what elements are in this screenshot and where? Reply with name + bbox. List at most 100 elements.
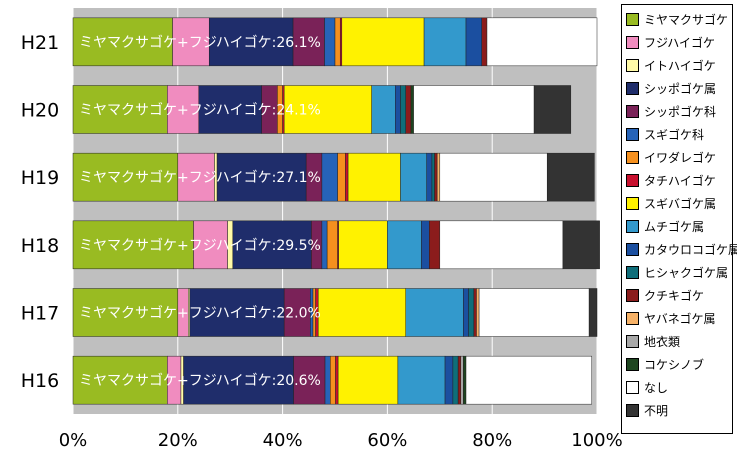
bar-annotation: ミヤマクサゴケ+フジハイゴケ:27.1% xyxy=(79,169,321,186)
bar-segment xyxy=(317,288,406,337)
legend-swatch xyxy=(626,36,639,49)
bar-segment xyxy=(439,220,564,270)
legend-label: シッポゴケ科 xyxy=(644,105,717,119)
category-label: H17 xyxy=(21,303,59,325)
bar-segment xyxy=(324,355,331,405)
legend-label: ヒシャクゴケ属 xyxy=(644,266,729,280)
bar-segment xyxy=(533,85,572,134)
bar-segment xyxy=(476,288,480,337)
bar-segment xyxy=(465,355,593,405)
legend-label: コケシノブ xyxy=(644,358,705,372)
legend-swatch xyxy=(626,59,639,72)
bar-segment xyxy=(429,220,441,270)
legend-swatch xyxy=(626,151,639,164)
legend-label: 不明 xyxy=(644,404,669,418)
bar-segment xyxy=(72,355,168,405)
bar-segment xyxy=(444,355,454,405)
legend-swatch xyxy=(626,105,639,118)
bar-segment xyxy=(208,17,294,67)
legend-item: 地衣類 xyxy=(622,330,732,353)
x-tick-label: 0% xyxy=(59,430,88,451)
bar-annotation: ミヤマクサゴケ+フジハイゴケ:24.1% xyxy=(79,102,321,119)
legend-item: フジハイゴケ xyxy=(622,31,732,54)
bar-segment xyxy=(478,288,590,337)
bar-segment xyxy=(400,85,406,134)
bar-segment xyxy=(473,288,477,337)
legend-item: ミヤマクサゴケ xyxy=(622,8,732,31)
legend-item: スギバゴケ属 xyxy=(622,192,732,215)
bar-segment xyxy=(292,17,325,67)
bar-segment xyxy=(395,85,401,134)
bar-segment xyxy=(330,355,336,405)
legend-item: クチキゴケ xyxy=(622,284,732,307)
bar-segment xyxy=(193,220,228,270)
x-tick-label: 80% xyxy=(472,430,512,451)
legend-swatch xyxy=(626,243,639,256)
legend-item: シッポゴケ属 xyxy=(622,77,732,100)
legend-item: コケシノブ xyxy=(622,353,732,376)
bar-segment xyxy=(465,17,482,67)
bar-segment xyxy=(177,152,215,202)
legend-swatch xyxy=(626,312,639,325)
bar-segment xyxy=(283,85,372,134)
legend-label: フジハイゴケ xyxy=(644,36,716,50)
bar-annotation: ミヤマクサゴケ+フジハイゴケ:22.0% xyxy=(79,305,321,322)
legend-swatch xyxy=(626,358,639,371)
bar-segment xyxy=(337,355,399,405)
bar-segment xyxy=(337,152,346,202)
category-label: H18 xyxy=(21,235,59,257)
bar-segment xyxy=(72,85,168,134)
bar-segment xyxy=(283,288,311,337)
x-tick-label: 20% xyxy=(158,430,198,451)
bar-segment xyxy=(347,152,401,202)
legend-label: イワダレゴケ xyxy=(644,151,717,165)
legend-label: スギゴケ科 xyxy=(644,128,705,142)
bar-segment xyxy=(216,152,307,202)
legend: ミヤマクサゴケ フジハイゴケ イトハイゴケ シッポゴケ属 シッポゴケ科 スギゴケ科 イワダレ… xyxy=(621,4,737,434)
legend-swatch xyxy=(626,128,639,141)
bar-segment xyxy=(436,152,441,202)
legend-swatch xyxy=(626,220,639,233)
bar-segment xyxy=(72,288,179,337)
legend-label: 地衣類 xyxy=(644,335,681,349)
legend-item: なし xyxy=(622,376,732,399)
legend-swatch xyxy=(626,82,639,95)
x-tick-label: 40% xyxy=(263,430,303,451)
bar-segment xyxy=(431,152,435,202)
bar-segment xyxy=(413,85,535,134)
bar-segment xyxy=(72,152,179,202)
bar-segment xyxy=(324,17,336,67)
legend-swatch xyxy=(626,404,639,417)
bar-segment xyxy=(321,152,338,202)
legend-swatch xyxy=(626,335,639,348)
legend-item: ヒシャクゴケ属 xyxy=(622,261,732,284)
bar-segment xyxy=(397,355,446,405)
bar-segment xyxy=(293,355,326,405)
legend-item: ムチゴケ属 xyxy=(622,215,732,238)
legend-item: スギゴケ科 xyxy=(622,123,732,146)
category-label: H21 xyxy=(21,32,59,54)
bar-segment xyxy=(463,355,467,405)
bar-annotation: ミヤマクサゴケ+フジハイゴケ:29.5% xyxy=(79,237,321,254)
bar-segment xyxy=(562,220,600,270)
legend-label: シッポゴケ属 xyxy=(644,82,717,96)
legend-item: イワダレゴケ xyxy=(622,146,732,169)
legend-item: タチハイゴケ xyxy=(622,169,732,192)
bar-segment xyxy=(387,220,422,270)
bar-segment xyxy=(371,85,396,134)
bar-segment xyxy=(410,85,414,134)
bar-segment xyxy=(326,220,338,270)
bar-segment xyxy=(468,288,475,337)
legend-item: カタウロコゴケ属 xyxy=(622,238,737,261)
bar-segment xyxy=(546,152,595,202)
legend-label: クチキゴケ xyxy=(644,289,705,303)
legend-swatch xyxy=(626,197,639,210)
legend-label: ミヤマクサゴケ xyxy=(644,13,729,27)
bar-segment xyxy=(405,85,412,134)
bar-segment xyxy=(439,152,548,202)
x-tick-label: 100% xyxy=(571,430,622,451)
legend-label: タチハイゴケ xyxy=(644,174,716,188)
bar-segment xyxy=(189,288,285,337)
legend-label: ヤバネゴケ属 xyxy=(644,312,716,326)
plot-area xyxy=(73,8,597,414)
